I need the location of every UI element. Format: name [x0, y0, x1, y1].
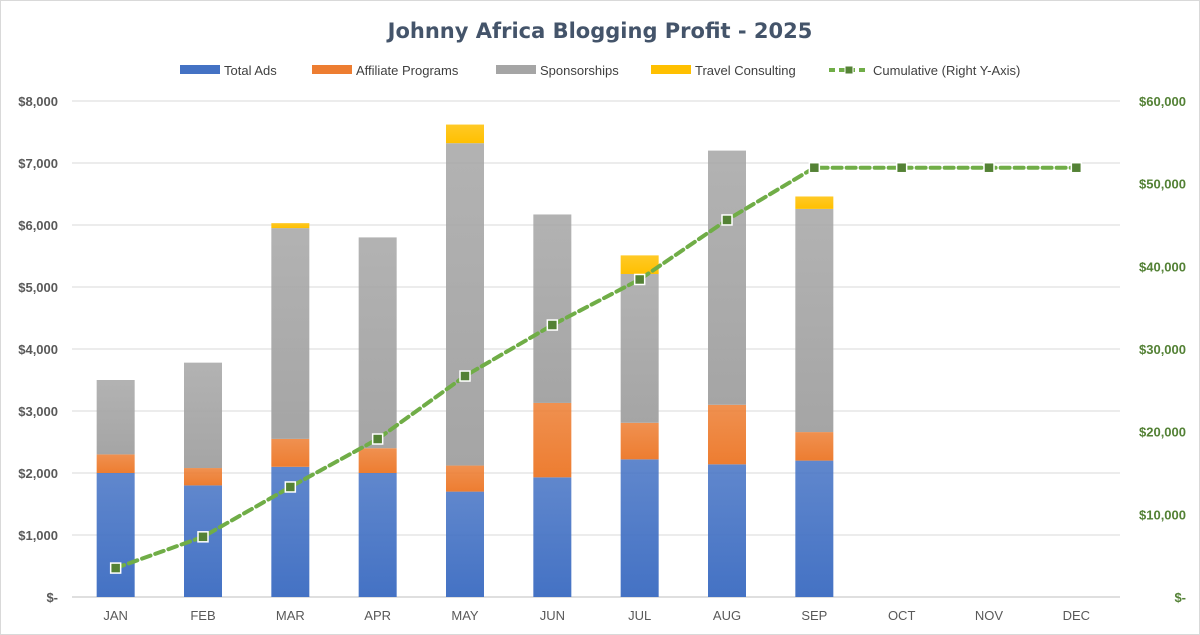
bar-sponsorships	[708, 150, 746, 405]
x-tick-label: JUN	[540, 608, 565, 623]
legend-swatch	[312, 65, 352, 74]
left-tick-label: $6,000	[18, 218, 58, 233]
chart-title: Johnny Africa Blogging Profit - 2025	[386, 19, 813, 43]
x-tick-label: JUL	[628, 608, 651, 623]
bar-affiliate-programs	[446, 465, 484, 492]
legend-label: Cumulative (Right Y-Axis)	[873, 63, 1020, 78]
x-tick-label: DEC	[1063, 608, 1090, 623]
cumulative-marker	[895, 161, 908, 174]
right-tick-label: $30,000	[1139, 342, 1186, 357]
x-tick-label: MAY	[451, 608, 479, 623]
left-tick-label: $1,000	[18, 528, 58, 543]
legend-label: Travel Consulting	[695, 63, 796, 78]
cumulative-marker	[109, 562, 122, 574]
left-tick-label: $8,000	[18, 94, 58, 109]
bar-total-ads	[708, 464, 746, 597]
bar-affiliate-programs	[96, 454, 135, 473]
x-tick-label: OCT	[888, 608, 916, 623]
left-tick-label: $2,000	[18, 466, 58, 481]
bar-total-ads	[620, 459, 659, 597]
right-tick-label: $20,000	[1139, 425, 1186, 440]
legend-swatch	[496, 65, 536, 74]
cumulative-marker	[371, 433, 384, 445]
left-tick-label: $4,000	[18, 342, 58, 357]
cumulative-marker	[284, 481, 297, 493]
right-axis: $- $10,000 $20,000 $30,000 $40,000 $50,000 $60…	[1139, 94, 1186, 605]
legend-marker	[844, 65, 854, 75]
legend-label: Sponsorships	[540, 63, 619, 78]
bar-affiliate-programs	[271, 438, 310, 467]
x-tick-label: AUG	[713, 608, 741, 623]
left-tick-label: $5,000	[18, 280, 58, 295]
bar-affiliate-programs	[620, 422, 659, 460]
bar-travel-consulting	[795, 196, 834, 209]
bar-travel-consulting	[446, 124, 484, 144]
bar-affiliate-programs	[708, 404, 746, 465]
legend-swatch	[180, 65, 220, 74]
left-tick-label: $7,000	[18, 156, 58, 171]
cumulative-marker	[197, 531, 209, 543]
left-tick-label: $3,000	[18, 404, 58, 419]
right-tick-label: $40,000	[1139, 259, 1186, 274]
cumulative-line-path	[113, 165, 1079, 571]
bar-affiliate-programs	[795, 432, 834, 461]
bar-total-ads	[446, 491, 484, 597]
bar-travel-consulting	[271, 223, 310, 229]
cumulative-marker	[459, 370, 471, 382]
bar-total-ads	[533, 477, 572, 597]
legend-swatch	[651, 65, 691, 74]
bar-total-ads	[795, 460, 834, 597]
legend-label: Total Ads	[224, 63, 277, 78]
bar-sponsorships	[271, 228, 310, 439]
bars	[96, 124, 834, 597]
x-tick-label: SEP	[801, 608, 827, 623]
left-tick-label: $-	[46, 590, 58, 605]
cumulative-marker	[1070, 161, 1083, 174]
right-tick-label: $-	[1174, 590, 1186, 605]
bar-total-ads	[358, 473, 397, 597]
right-tick-label: $10,000	[1139, 507, 1186, 522]
x-tick-label: MAR	[276, 608, 305, 623]
bar-sponsorships	[533, 214, 572, 403]
bar-travel-consulting	[620, 255, 659, 274]
bar-affiliate-programs	[358, 448, 397, 473]
bar-sponsorships	[446, 143, 484, 466]
cumulative-marker	[633, 273, 646, 286]
right-tick-label: $50,000	[1139, 177, 1186, 192]
bar-sponsorships	[358, 237, 397, 449]
bar-sponsorships	[795, 208, 834, 433]
bar-sponsorships	[96, 380, 135, 455]
bar-affiliate-programs	[184, 468, 222, 486]
legend-label: Affiliate Programs	[356, 63, 459, 78]
x-tick-label: NOV	[975, 608, 1004, 623]
bar-affiliate-programs	[533, 402, 572, 478]
gridlines	[72, 100, 1120, 598]
right-tick-label: $60,000	[1139, 94, 1186, 109]
bar-sponsorships	[620, 273, 659, 423]
left-axis: $- $1,000 $2,000 $3,000 $4,000 $5,000 $6,000 $7…	[18, 94, 58, 605]
cumulative-line	[109, 161, 1083, 574]
cumulative-marker	[983, 161, 995, 174]
cumulative-marker	[808, 161, 821, 174]
x-tick-label: JAN	[103, 608, 128, 623]
bar-total-ads	[96, 473, 135, 597]
x-tick-label: APR	[364, 608, 391, 623]
cumulative-marker	[721, 214, 733, 226]
x-tick-label: FEB	[190, 608, 215, 623]
bar-sponsorships	[184, 362, 222, 469]
x-axis: JAN FEB MAR APR MAY JUN JUL AUG SEP OCT NOV DEC	[103, 608, 1090, 623]
cumulative-marker	[546, 319, 559, 331]
legend: Total Ads Affiliate Programs Sponsorships T…	[180, 63, 1020, 78]
